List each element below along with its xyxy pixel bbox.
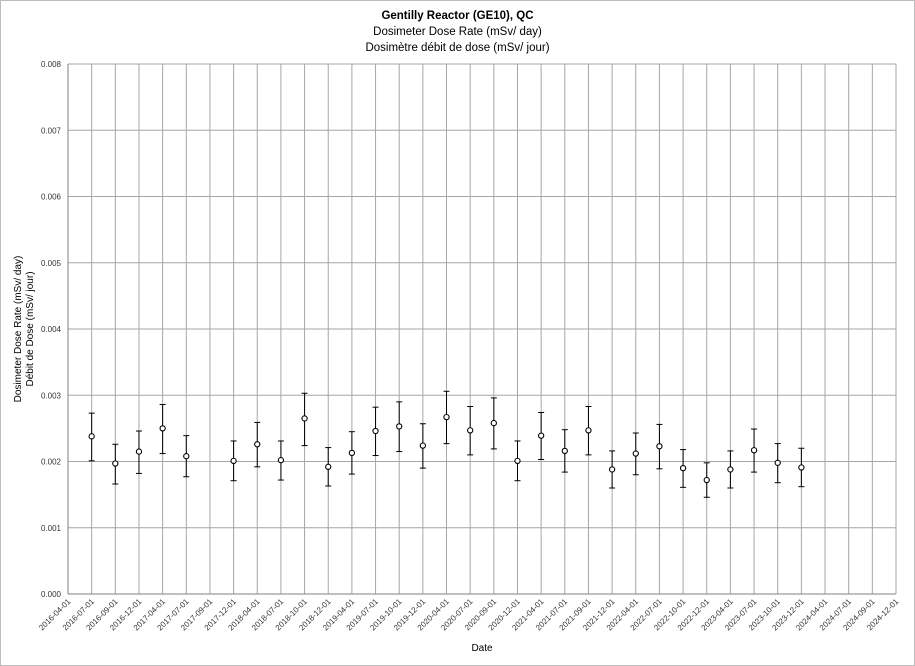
chart-title: Gentilly Reactor (GE10), QC: [381, 10, 534, 22]
y-tick-labels: 0.000 0.001 0.002 0.003 0.004 0.005 0.006 0.007…: [41, 60, 62, 599]
data-point: [490, 419, 497, 427]
y-tick-label: 0.004: [41, 325, 62, 334]
data-point: [254, 441, 261, 448]
data-point: [798, 464, 805, 471]
y-tick-label: 0.006: [41, 193, 62, 202]
data-point: [561, 447, 568, 455]
data-point: [135, 448, 143, 455]
data-point: [419, 442, 427, 449]
data-point: [774, 459, 781, 466]
data-point: [703, 476, 710, 484]
data-point: [727, 466, 734, 473]
data-series: [88, 390, 805, 498]
data-point: [112, 460, 119, 467]
axes: [67, 64, 896, 595]
data-point: [230, 457, 237, 464]
data-point: [750, 447, 758, 454]
data-point: [348, 449, 356, 457]
data-point: [632, 450, 639, 457]
data-point: [537, 432, 545, 439]
data-point: [656, 443, 663, 450]
y-tick-label: 0.003: [41, 391, 62, 400]
data-point: [325, 463, 332, 470]
y-tick-label: 0.007: [41, 126, 62, 135]
data-point: [159, 425, 166, 432]
y-tick-label: 0.002: [41, 458, 62, 467]
data-point: [514, 457, 521, 464]
x-tick-labels: 2016-04-012016-07-012016-09-012016-12-01…: [37, 597, 901, 633]
data-point: [443, 413, 450, 421]
data-point: [183, 453, 190, 460]
data-point: [396, 423, 403, 430]
data-point: [467, 427, 474, 434]
data-point: [608, 466, 616, 473]
data-point: [277, 457, 285, 464]
data-point: [585, 427, 592, 434]
data-point: [679, 464, 687, 472]
chart-subtitle-en: Dosimeter Dose Rate (mSv/ day): [373, 26, 542, 38]
y-axis-title-en: Dosimeter Dose Rate (mSv/ day): [13, 256, 24, 403]
y-tick-label: 0.005: [41, 259, 62, 268]
y-tick-label: 0.001: [41, 524, 62, 533]
x-axis-title: Date: [471, 643, 493, 654]
chart-title-block: Gentilly Reactor (GE10), QC Dosimeter Do…: [0, 8, 915, 56]
gridlines: [68, 63, 897, 594]
y-tick-label: 0.008: [41, 60, 62, 69]
data-point: [88, 433, 95, 440]
y-tick-label: 0.000: [41, 590, 62, 599]
data-point: [372, 427, 379, 435]
chart-subtitle-fr: Dosimètre débit de dose (mSv/ jour): [365, 42, 550, 54]
y-axis-title-fr: Débit de Dose (mSv/ jour): [25, 271, 36, 386]
data-point: [301, 415, 308, 422]
